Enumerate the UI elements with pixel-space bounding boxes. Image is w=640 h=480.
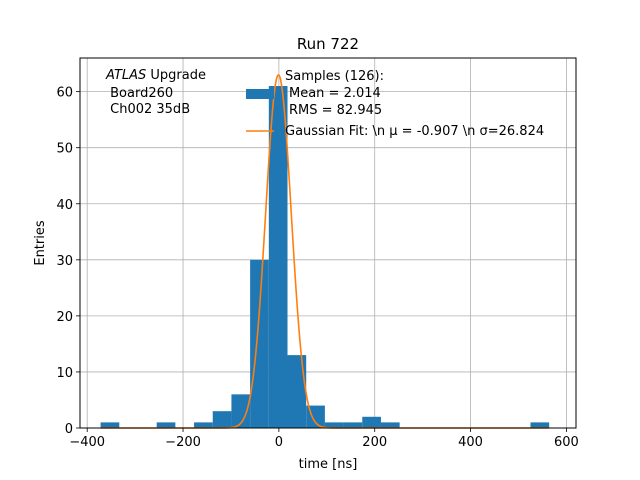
svg-text:ATLAS Upgrade: ATLAS Upgrade [105, 68, 206, 83]
histogram-bar [362, 416, 381, 428]
histogram-bar [530, 422, 550, 428]
x-axis-label: time [ns] [299, 457, 358, 472]
x-tick-label: 0 [275, 435, 283, 450]
x-axis-ticks: −400 −200 0 200 400 600 [69, 428, 579, 450]
y-tick-label: 40 [56, 198, 73, 213]
x-tick-label: 600 [554, 435, 579, 450]
board-label: Board260 [106, 86, 173, 101]
y-tick-label: 0 [65, 422, 73, 437]
legend-rms-line: RMS = 82.945 [289, 103, 382, 118]
x-tick-label: −200 [165, 435, 201, 450]
legend-histogram-swatch [246, 89, 274, 99]
y-tick-label: 20 [56, 310, 73, 325]
histogram-bar [343, 422, 363, 428]
y-tick-label: 60 [56, 86, 73, 101]
plot-frame [79, 57, 577, 429]
y-tick-label: 30 [56, 254, 73, 269]
histogram-bar [324, 422, 344, 428]
chart-title: Run 722 [297, 35, 359, 53]
atlas-label: ATLAS [105, 68, 146, 83]
histogram-bar [380, 422, 400, 428]
y-axis-ticks: 0 10 20 30 40 50 60 [56, 86, 80, 437]
legend-fit-label: Gaussian Fit: \n μ = -0.907 \n σ=26.824 [285, 124, 544, 139]
x-tick-label: 400 [458, 435, 483, 450]
y-tick-label: 50 [56, 142, 73, 157]
histogram-bar [231, 394, 251, 428]
y-tick-label: 10 [56, 366, 73, 381]
x-tick-label: −400 [69, 435, 105, 450]
upgrade-label: Upgrade [146, 68, 206, 83]
legend-mean-line: Mean = 2.014 [289, 86, 381, 101]
histogram-bar [100, 422, 120, 428]
legend-samples-line: Samples (126): [285, 69, 384, 84]
y-axis-label: Entries [33, 220, 48, 266]
histogram-bar [156, 422, 176, 428]
histogram-bar [194, 422, 213, 428]
histogram-bar [250, 259, 269, 428]
atlas-annotation: ATLAS Upgrade Board260 Ch002 35dB [105, 68, 206, 117]
histogram-bar [287, 355, 307, 428]
legend: Samples (126): Mean = 2.014 RMS = 82.945… [246, 69, 544, 139]
histogram-bar [268, 86, 288, 428]
channel-label: Ch002 35dB [106, 102, 190, 117]
x-tick-label: 200 [362, 435, 387, 450]
histogram-bar [212, 411, 232, 428]
